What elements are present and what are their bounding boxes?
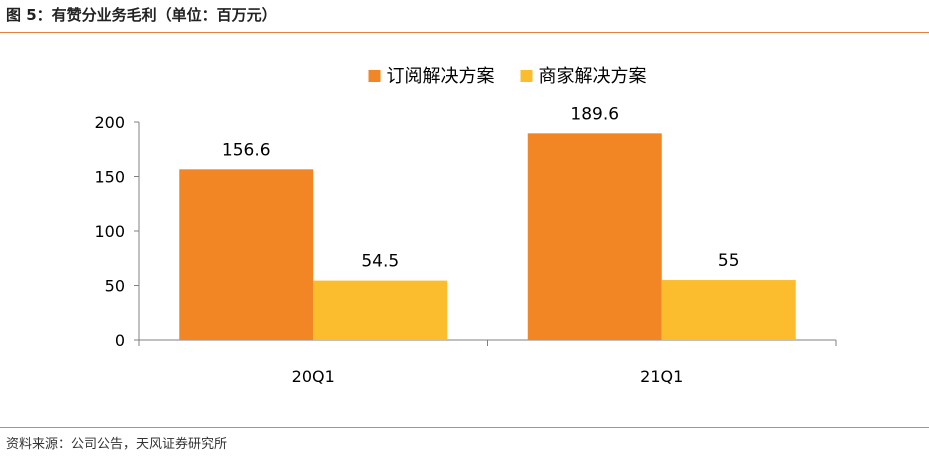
data-label: 54.5 <box>361 252 399 272</box>
legend-label: 订阅解决方案 <box>387 66 495 87</box>
y-tick-label: 0 <box>115 331 125 350</box>
bar <box>313 280 448 340</box>
x-tick-label: 21Q1 <box>640 367 683 386</box>
x-tick-label: 20Q1 <box>292 367 335 386</box>
y-tick-label: 100 <box>94 222 125 241</box>
bar <box>179 169 314 340</box>
data-label: 55 <box>718 251 740 271</box>
legend-swatch <box>520 70 533 82</box>
chart-legend: 订阅解决方案 商家解决方案 <box>368 66 647 87</box>
bar <box>527 133 662 340</box>
y-tick-label: 200 <box>94 113 125 132</box>
data-label: 189.6 <box>570 104 619 124</box>
source-note: 资料来源：公司公告，天风证券研究所 <box>6 437 228 452</box>
footer-divider <box>0 427 929 428</box>
data-label: 156.6 <box>222 140 271 160</box>
chart-data-labels: 156.6 189.6 54.5 55 <box>222 104 740 271</box>
chart-bars <box>179 133 796 340</box>
legend-label: 商家解决方案 <box>539 66 647 87</box>
y-tick-label: 150 <box>94 168 125 187</box>
bar <box>661 280 796 340</box>
legend-swatch <box>368 70 381 82</box>
figure-title: 图 5：有赞分业务毛利（单位：百万元） <box>6 6 277 24</box>
y-tick-label: 50 <box>105 277 125 296</box>
header-divider <box>0 32 929 33</box>
